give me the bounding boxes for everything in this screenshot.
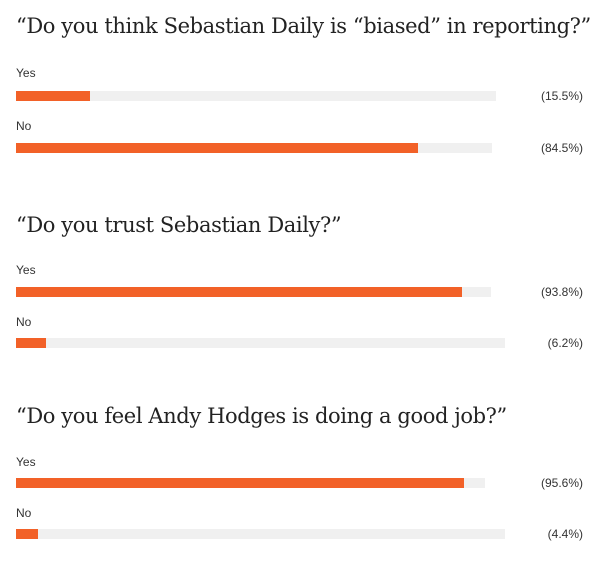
result-bar-track [16, 143, 492, 153]
percent-label: (6.2%) [547, 336, 583, 350]
percent-label: (93.8%) [540, 285, 583, 299]
option-label: No [16, 506, 32, 520]
option-label: Yes [16, 455, 36, 469]
result-bar-track [16, 529, 505, 539]
percent-label: (84.5%) [540, 141, 583, 155]
result-bar-fill [16, 91, 91, 101]
result-bar-fill [16, 287, 462, 297]
percent-label: (95.6%) [540, 476, 583, 490]
poll-question: “Do you think Sebastian Daily is “biased… [16, 14, 591, 38]
result-bar-track [16, 91, 496, 101]
option-label: No [16, 315, 32, 329]
option-label: No [16, 119, 32, 133]
result-bar-track [16, 338, 505, 348]
percent-label: (4.4%) [547, 527, 583, 541]
option-label: Yes [16, 66, 36, 80]
percent-label: (15.5%) [540, 89, 583, 103]
result-bar-fill [16, 143, 419, 153]
result-bar-fill [16, 529, 38, 539]
option-label: Yes [16, 263, 36, 277]
result-bar-track [16, 287, 491, 297]
poll-question: “Do you trust Sebastian Daily?” [16, 213, 342, 237]
result-bar-fill [16, 338, 47, 348]
result-bar-fill [16, 478, 465, 488]
poll-question: “Do you feel Andy Hodges is doing a good… [16, 404, 507, 428]
result-bar-track [16, 478, 485, 488]
